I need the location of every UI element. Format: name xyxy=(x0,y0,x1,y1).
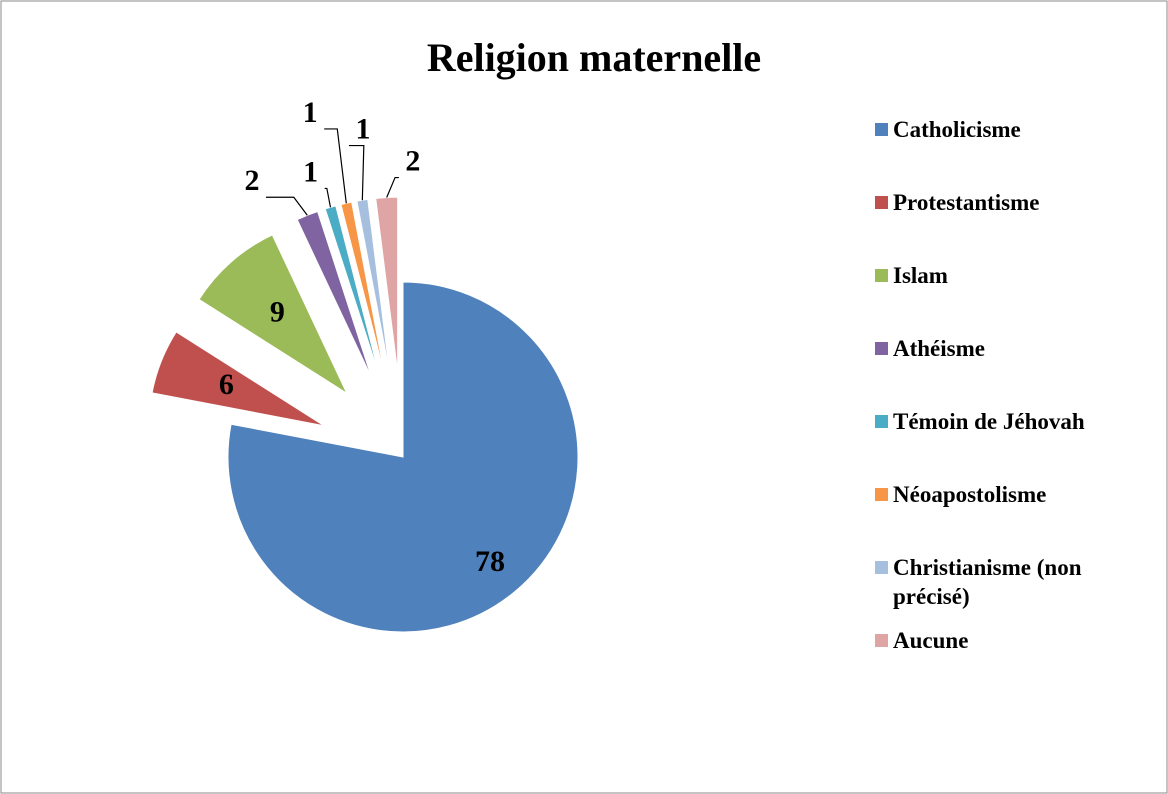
legend-swatch xyxy=(875,196,888,209)
pie-slice xyxy=(375,196,399,373)
legend-item: Christianisme (non précisé) xyxy=(875,553,1135,611)
legend-item: Aucune xyxy=(875,626,1135,655)
chart-title: Religion maternelle xyxy=(427,35,761,80)
legend-label: Islam xyxy=(893,263,948,288)
pie-slice xyxy=(151,331,325,427)
leader-line xyxy=(348,144,365,201)
leader-line xyxy=(386,176,399,198)
leader-line xyxy=(324,128,347,204)
legend-swatch xyxy=(875,123,888,136)
legend-label: Néoapostolisme xyxy=(893,482,1047,507)
legend-swatch xyxy=(875,488,888,501)
legend-swatch xyxy=(875,634,888,647)
legend-swatch xyxy=(875,269,888,282)
legend-label: Aucune xyxy=(893,628,969,653)
legend: Catholicisme Protestantisme Islam Athéisme T… xyxy=(875,115,1135,655)
legend-label: Catholicisme xyxy=(893,117,1021,142)
legend-item: Athéisme xyxy=(875,334,1135,363)
data-label: 6 xyxy=(219,368,234,401)
data-label: 2 xyxy=(405,144,420,177)
data-label: 2 xyxy=(244,164,259,197)
legend-label: Christianisme (non précisé) xyxy=(893,555,1082,609)
data-label: 1 xyxy=(303,155,318,188)
data-label: 1 xyxy=(355,112,370,145)
legend-item: Catholicisme xyxy=(875,115,1135,144)
legend-swatch xyxy=(875,561,888,574)
pie-slice xyxy=(227,281,579,633)
legend-item: Protestantisme xyxy=(875,188,1135,217)
legend-item: Islam xyxy=(875,261,1135,290)
legend-label: Athéisme xyxy=(893,336,985,361)
pie-slice xyxy=(198,234,348,395)
data-label: 78 xyxy=(475,545,505,578)
pie-slice xyxy=(340,201,385,375)
data-label: 1 xyxy=(303,96,318,129)
legend-label: Protestantisme xyxy=(893,190,1040,215)
legend-item: Néoapostolisme xyxy=(875,480,1135,509)
leader-line xyxy=(324,187,332,208)
legend-swatch xyxy=(875,342,888,355)
data-label: 9 xyxy=(270,295,285,328)
legend-item: Témoin de Jéhovah xyxy=(875,407,1135,436)
legend-swatch xyxy=(875,415,888,428)
legend-label: Témoin de Jéhovah xyxy=(893,409,1085,434)
leader-line xyxy=(265,196,308,216)
